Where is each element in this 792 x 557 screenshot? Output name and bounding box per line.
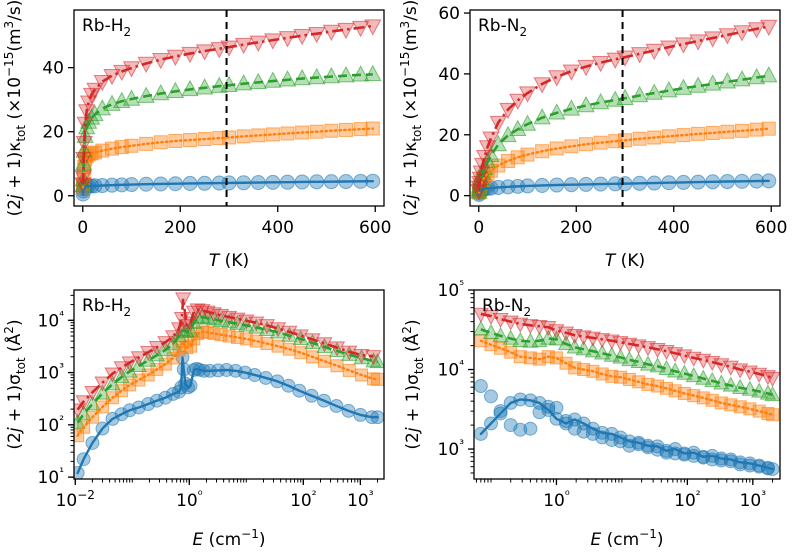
- panel-label: Rb-H2: [82, 296, 131, 319]
- data-area: [474, 307, 780, 477]
- axes-frame: [73, 9, 385, 207]
- panel-label: Rb-N2: [482, 296, 531, 319]
- axis-ticks: 10−2 10⁰ 10² 10³ 10¹ 10² 10³ 10⁴: [38, 294, 379, 511]
- series-line-blue: [76, 356, 379, 475]
- data-area: [74, 10, 382, 206]
- y-axis-label: (2j + 1)κtot (×10−15(m3/s): [2, 0, 28, 216]
- chart-panel-bottom-right: 10⁰ 10² 10³ 10³ 10⁴ 10⁵ Rb-N2 E (cm−1) (2j + 1)σ…: [396, 278, 792, 557]
- series-line-red: [480, 312, 773, 380]
- x-tick-label: 400: [658, 218, 690, 238]
- data-area: [470, 10, 778, 206]
- series-line-orange: [76, 330, 379, 437]
- series-markers-blue: [75, 173, 381, 202]
- x-tick-label: 10³: [347, 488, 374, 511]
- x-tick-label: 10−2: [56, 488, 95, 511]
- data-area: [74, 292, 384, 479]
- y-tick-label: 10⁴: [438, 358, 465, 381]
- series-line-green: [477, 74, 769, 193]
- y-tick-label: 0: [53, 187, 64, 207]
- series-line-green: [76, 315, 378, 424]
- y-tick-label: 10⁴: [38, 308, 65, 331]
- series-line-orange: [477, 127, 770, 194]
- axis-ticks: 10⁰ 10² 10³ 10³ 10⁴ 10⁵: [438, 278, 774, 511]
- series-line-red: [477, 25, 770, 191]
- x-tick-label: 600: [755, 218, 787, 238]
- axes-frame: [469, 9, 781, 207]
- series-markers-blue: [471, 173, 777, 202]
- series-line-red: [81, 24, 373, 185]
- y-tick-label: 20: [438, 126, 460, 146]
- y-axis-label: (2j + 1)σtot (Å2): [2, 319, 28, 449]
- x-axis-label: T (K): [605, 251, 645, 271]
- y-axis-label: (2j + 1)κtot (×10−15(m3/s): [398, 0, 424, 216]
- y-tick-label: 10⁵: [438, 278, 465, 301]
- y-tick-label: 10²: [38, 413, 65, 436]
- axes-frame: [473, 289, 781, 480]
- x-tick-label: 200: [560, 218, 592, 238]
- y-tick-label: 60: [438, 4, 460, 24]
- x-tick-label: 400: [262, 218, 294, 238]
- x-axis-label: E (cm−1): [590, 527, 663, 550]
- x-tick-label: 10³: [740, 488, 767, 511]
- series-line-red: [76, 297, 374, 411]
- series-line-blue: [479, 398, 774, 471]
- series-line-orange: [479, 339, 774, 416]
- y-tick-label: 10³: [438, 437, 465, 460]
- y-tick-label: 40: [42, 59, 64, 79]
- panel-label: Rb-N2: [478, 16, 527, 39]
- x-tick-label: 0: [77, 218, 88, 238]
- series-markers-red: [470, 19, 778, 201]
- series-markers-blue-markers-extra: [474, 379, 775, 476]
- axis-ticks: 0 200 400 600 0 20 40 60: [438, 4, 787, 238]
- y-tick-label: 10³: [38, 361, 65, 384]
- series-line-blue: [477, 179, 770, 196]
- x-tick-label: 10²: [290, 488, 317, 511]
- series-line-blue: [81, 180, 374, 196]
- x-axis-label: T (K): [209, 251, 249, 271]
- series-line-orange: [81, 127, 374, 189]
- x-tick-label: 200: [164, 218, 196, 238]
- y-axis-label: (2j + 1)σtot (Å2): [400, 319, 426, 449]
- series-line-green: [81, 73, 373, 186]
- y-tick-label: 20: [42, 123, 64, 143]
- x-tick-label: 10⁰: [176, 488, 203, 511]
- chart-panel-top-right: 0 200 400 600 0 20 40 60 Rb-N2 T (K) (2j + 1)κtot …: [396, 0, 792, 278]
- x-axis-label: E (cm−1): [192, 527, 265, 550]
- panel-label: Rb-H2: [82, 16, 131, 39]
- y-tick-label: 0: [449, 187, 460, 207]
- y-tick-label: 40: [438, 65, 460, 85]
- axis-ticks: 0 200 400 600 0 20 40: [42, 59, 391, 238]
- chart-panel-top-left: 0 200 400 600 0 20 40 Rb-H2 T (K) (2j + 1)κtot (×…: [0, 0, 396, 278]
- x-tick-label: 10⁰: [543, 488, 570, 511]
- x-tick-label: 0: [473, 218, 484, 238]
- chart-panel-bottom-left: 10−2 10⁰ 10² 10³ 10¹ 10² 10³ 10⁴ Rb-H2 E (cm−1) (2…: [0, 278, 396, 557]
- series-line-green: [480, 328, 773, 397]
- y-tick-label: 10¹: [38, 465, 65, 488]
- x-tick-label: 10²: [674, 488, 701, 511]
- x-tick-label: 600: [359, 218, 391, 238]
